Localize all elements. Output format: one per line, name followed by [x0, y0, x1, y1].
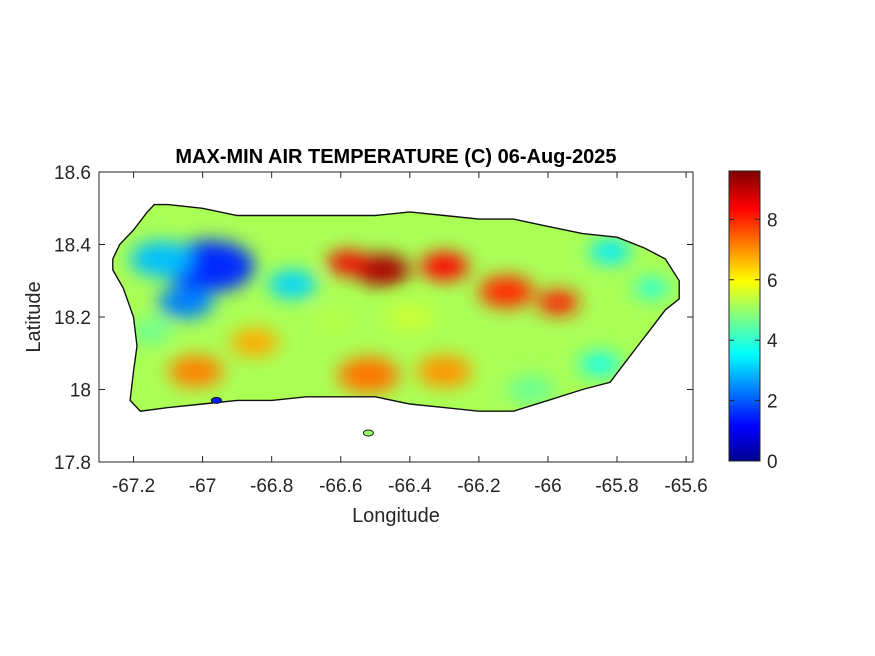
- colorbar: [728, 170, 761, 462]
- heatmap-hotspot: [157, 286, 213, 319]
- heatmap-layer: [112, 204, 680, 412]
- colorbar-ticks: 0 2 4 6 8: [729, 210, 778, 473]
- small-island: [362, 429, 374, 437]
- x-axis-ticks: -67.2 -67 -66.8 -66.6 -66.4 -66.2 -66 -65.8 -65.…: [112, 172, 708, 497]
- heatmap-hotspot: [168, 355, 224, 388]
- heatmap-hotspot: [337, 357, 400, 393]
- y-tick-label: 18: [70, 381, 91, 402]
- small-islands: [210, 396, 374, 437]
- x-tick-label: -67: [189, 476, 216, 497]
- x-tick-label: -66: [534, 476, 561, 497]
- x-axis-label: Longitude: [352, 505, 440, 527]
- y-tick-label: 18.6: [54, 163, 91, 184]
- heatmap-hotspot: [506, 375, 555, 404]
- heatmap-hotspot: [313, 308, 355, 333]
- heatmap-hotspot: [354, 253, 410, 286]
- heatmap-hotspot: [634, 278, 669, 298]
- heatmap-hotspot: [478, 275, 535, 308]
- heatmap-hotspot: [268, 270, 317, 299]
- small-island: [210, 396, 222, 404]
- colorbar-tick-label: 2: [767, 392, 778, 413]
- island-outline: [112, 203, 680, 412]
- heatmap-hotspot: [537, 290, 580, 315]
- x-tick-label: -66.6: [319, 476, 362, 497]
- heatmap-hotspot: [130, 319, 172, 344]
- x-tick-label: -67.2: [112, 476, 155, 497]
- colorbar-tick-label: 4: [767, 331, 778, 352]
- colorbar-tick-label: 0: [767, 452, 778, 473]
- colorbar-tick-label: 8: [767, 210, 778, 231]
- heatmap-hotspot: [326, 250, 369, 275]
- y-tick-label: 17.8: [54, 453, 91, 474]
- y-tick-label: 18.2: [54, 308, 91, 329]
- x-tick-label: -66.4: [388, 476, 432, 497]
- y-axis-ticks: 18.6 18.4 18.2 18 17.8: [54, 163, 693, 474]
- x-tick-label: -65.8: [595, 476, 638, 497]
- heatmap-hotspot: [130, 241, 193, 277]
- chart-title: MAX-MIN AIR TEMPERATURE (C) 06-Aug-2025: [175, 146, 616, 168]
- coastline: [112, 203, 680, 412]
- x-tick-label: -66.8: [250, 476, 293, 497]
- heatmap-hotspot: [589, 239, 631, 264]
- heatmap-hotspot: [385, 303, 434, 331]
- x-tick-label: -65.6: [664, 476, 707, 497]
- heatmap-hotspot: [420, 252, 469, 281]
- y-axis-label: Latitude: [23, 281, 45, 352]
- x-tick-label: -66.2: [457, 476, 500, 497]
- y-tick-label: 18.4: [54, 236, 91, 257]
- heatmap-hotspot: [416, 355, 472, 388]
- colorbar-tick-label: 6: [767, 271, 778, 292]
- heatmap-hotspot: [230, 328, 279, 357]
- heatmap-hotspot: [579, 352, 621, 377]
